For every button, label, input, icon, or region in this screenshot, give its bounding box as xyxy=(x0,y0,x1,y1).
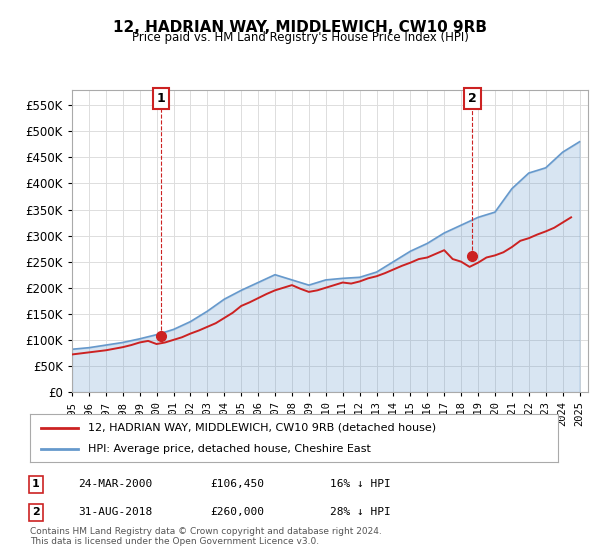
Text: 24-MAR-2000: 24-MAR-2000 xyxy=(78,479,152,489)
Text: £106,450: £106,450 xyxy=(210,479,264,489)
Text: 1: 1 xyxy=(157,92,165,105)
Text: 1: 1 xyxy=(32,479,40,489)
Text: HPI: Average price, detached house, Cheshire East: HPI: Average price, detached house, Ches… xyxy=(88,444,371,454)
Text: 2: 2 xyxy=(468,92,477,105)
Text: Price paid vs. HM Land Registry's House Price Index (HPI): Price paid vs. HM Land Registry's House … xyxy=(131,31,469,44)
Text: £260,000: £260,000 xyxy=(210,507,264,517)
Text: 16% ↓ HPI: 16% ↓ HPI xyxy=(330,479,391,489)
Text: Contains HM Land Registry data © Crown copyright and database right 2024.
This d: Contains HM Land Registry data © Crown c… xyxy=(30,526,382,546)
Text: 31-AUG-2018: 31-AUG-2018 xyxy=(78,507,152,517)
Text: 12, HADRIAN WAY, MIDDLEWICH, CW10 9RB (detached house): 12, HADRIAN WAY, MIDDLEWICH, CW10 9RB (d… xyxy=(88,423,436,433)
Text: 12, HADRIAN WAY, MIDDLEWICH, CW10 9RB: 12, HADRIAN WAY, MIDDLEWICH, CW10 9RB xyxy=(113,20,487,35)
Text: 2: 2 xyxy=(32,507,40,517)
Text: 28% ↓ HPI: 28% ↓ HPI xyxy=(330,507,391,517)
